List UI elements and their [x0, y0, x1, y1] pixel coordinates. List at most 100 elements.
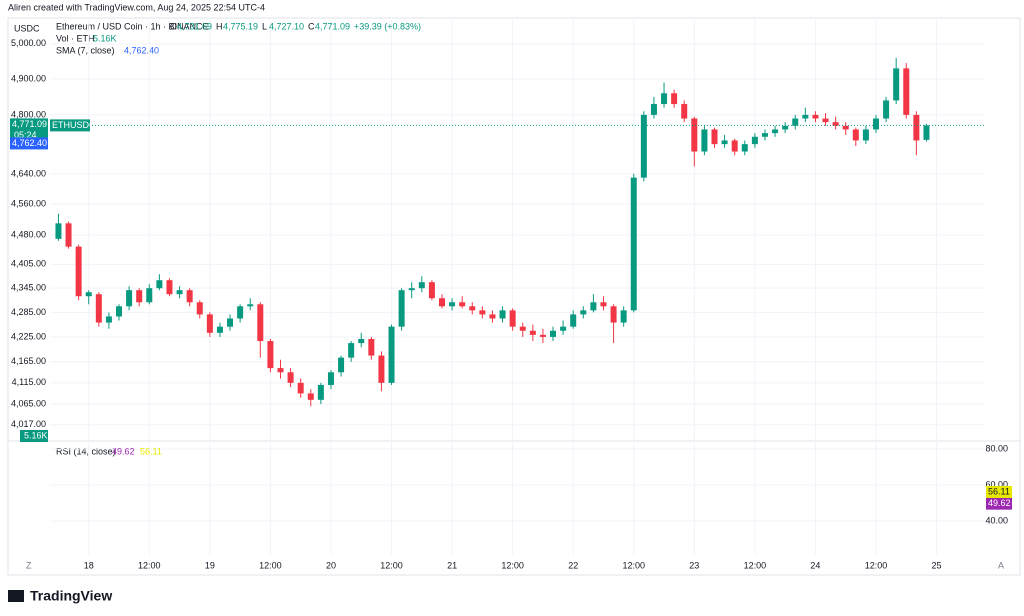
- x-tick-label: 25: [932, 560, 942, 570]
- x-tick-label: 12:00: [138, 560, 161, 570]
- candle-body: [761, 133, 768, 137]
- rsi-scale-label: 49.62: [988, 498, 1011, 508]
- candle-body: [338, 357, 345, 373]
- candle-body: [156, 280, 163, 289]
- ohlc-key: O: [170, 21, 177, 31]
- candle-body: [883, 100, 890, 119]
- credit: Aliren created with TradingView.com, Aug…: [8, 2, 265, 12]
- currency: USDC: [14, 23, 40, 33]
- y-tick-label: 4,345.00: [11, 283, 46, 293]
- candle-body: [872, 118, 879, 130]
- x-tick-label: 12:00: [622, 560, 645, 570]
- candle-body: [327, 372, 334, 385]
- candle-body: [267, 341, 274, 369]
- candle-body: [550, 330, 557, 337]
- logo: [8, 590, 24, 602]
- sma-box: [10, 137, 48, 150]
- volume-box: [20, 430, 48, 442]
- candle-body: [469, 306, 476, 311]
- ticker: ETHUSDC: [52, 120, 96, 130]
- candle-body: [206, 314, 213, 333]
- candle-body: [489, 314, 496, 319]
- candle-body: [701, 129, 708, 152]
- candle-body: [287, 372, 294, 383]
- grid: [50, 20, 985, 555]
- candle-body: [852, 129, 859, 141]
- ohlc-key: C: [308, 21, 315, 31]
- candle-body: [398, 290, 405, 327]
- candle-body: [257, 304, 264, 342]
- corner-right[interactable]: A: [998, 560, 1004, 570]
- candle-body: [620, 310, 627, 323]
- rsi-box: [986, 497, 1012, 510]
- candle-body: [136, 290, 143, 303]
- rsi-scale-label: 56.11: [988, 486, 1010, 496]
- x-tick-label: 19: [205, 560, 215, 570]
- candle-body: [126, 290, 133, 307]
- candle-body: [348, 343, 355, 358]
- candle-body: [75, 246, 82, 297]
- candle-body: [792, 118, 799, 126]
- x-tick-label: 12:00: [501, 560, 524, 570]
- sma-label: SMA (7, close): [56, 45, 115, 55]
- candle-body: [186, 290, 193, 303]
- candle-body: [671, 93, 678, 105]
- ohlc-value: 4,771.09: [315, 21, 350, 31]
- candle-body: [277, 368, 284, 373]
- volume-value: 5.16K: [93, 33, 117, 43]
- last-price-label: 4,771.09: [12, 119, 47, 129]
- x-tick-label: 12:00: [259, 560, 282, 570]
- volume-label: Vol · ETH: [56, 33, 95, 43]
- symbol: Ethereum / USD Coin · 1h · BINANCE: [56, 21, 209, 31]
- x-tick-label: 22: [568, 560, 578, 570]
- candle-body: [378, 355, 385, 383]
- candle-body: [893, 68, 900, 101]
- candle-body: [408, 288, 415, 291]
- candle-body: [418, 282, 425, 289]
- candle-body: [691, 118, 698, 152]
- corner-left[interactable]: Z: [26, 560, 32, 570]
- rsi-tick-label: 40.00: [985, 515, 1008, 525]
- candle-body: [237, 306, 244, 319]
- candle-body: [388, 326, 395, 383]
- y-tick-label: 4,165.00: [11, 356, 46, 366]
- candle-body: [913, 114, 920, 141]
- y-tick-label: 4,640.00: [11, 168, 46, 178]
- candle-body: [509, 310, 516, 327]
- candle-body: [751, 136, 758, 145]
- candle-body: [903, 68, 910, 115]
- candle-body: [227, 318, 234, 327]
- x-tick-label: 23: [689, 560, 699, 570]
- candle-body: [650, 104, 657, 115]
- sma-value: 4,762.40: [124, 45, 159, 55]
- candle-body: [95, 294, 102, 323]
- candle-body: [711, 129, 718, 145]
- candle-body: [580, 310, 587, 315]
- candle-body: [610, 306, 617, 323]
- rsi-tick-label: 60.00: [985, 479, 1008, 489]
- candle-body: [923, 125, 930, 140]
- candle-body: [782, 125, 789, 130]
- y-tick-label: 4,285.00: [11, 307, 46, 317]
- candle-body: [247, 304, 254, 307]
- candle-body: [317, 384, 324, 400]
- change: +39.39 (+0.83%): [354, 21, 421, 31]
- y-tick-label: 4,560.00: [11, 199, 46, 209]
- candle-body: [297, 382, 304, 394]
- sma-price-label: 4,762.40: [12, 138, 47, 148]
- x-tick-label: 12:00: [380, 560, 403, 570]
- ticker-box: [50, 119, 90, 132]
- candle-body: [65, 223, 72, 247]
- rsi-tick-label: 80.00: [985, 443, 1008, 453]
- volume-scale-label: 5.16K: [24, 430, 48, 440]
- candle-body: [307, 393, 314, 400]
- candle-body: [842, 125, 849, 130]
- candle-body: [822, 118, 829, 123]
- ohlc-key: L: [262, 21, 267, 31]
- candle-body: [358, 338, 365, 344]
- candle-body: [862, 129, 869, 141]
- candle-body: [499, 310, 506, 319]
- x-tick-label: 20: [326, 560, 336, 570]
